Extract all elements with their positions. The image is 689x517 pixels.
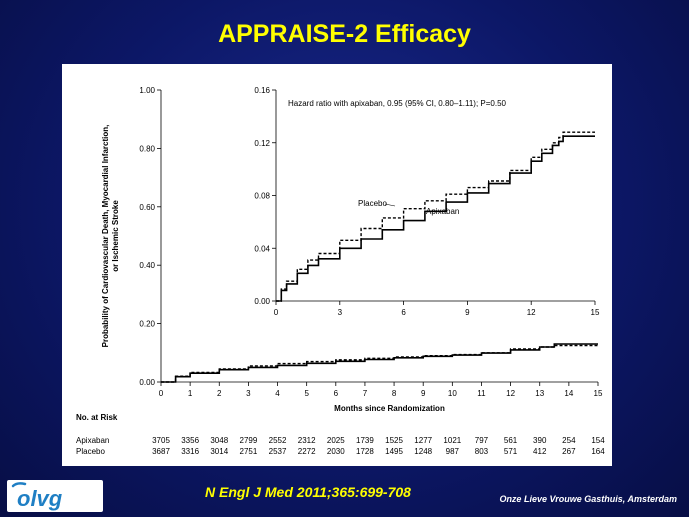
risk-table-value: 2312 xyxy=(298,436,316,445)
main-x-tick-label: 2 xyxy=(217,389,222,398)
risk-table-value: 267 xyxy=(562,447,576,456)
main-y-axis-label-line: Probability of Cardiovascular Death, Myo… xyxy=(101,125,110,348)
risk-table-value: 1495 xyxy=(385,447,403,456)
main-y-axis-label-line: or Ischemic Stroke xyxy=(111,200,120,272)
main-x-tick-label: 4 xyxy=(275,389,280,398)
main-x-axis-label: Months since Randomization xyxy=(334,404,445,413)
main-x-tick-label: 8 xyxy=(392,389,397,398)
risk-table-value: 412 xyxy=(533,447,547,456)
inset-x-tick-label: 12 xyxy=(527,308,536,317)
risk-table-value: 2751 xyxy=(240,447,258,456)
main-x-tick-label: 3 xyxy=(246,389,251,398)
risk-table-value: 561 xyxy=(504,436,518,445)
main-x-tick-label: 10 xyxy=(448,389,457,398)
risk-table-value: 1248 xyxy=(414,447,432,456)
risk-table-value: 154 xyxy=(591,436,605,445)
main-y-tick-label: 0.00 xyxy=(139,378,155,387)
inset-x-tick-label: 15 xyxy=(591,308,600,317)
risk-table-value: 2030 xyxy=(327,447,345,456)
risk-table-value: 3705 xyxy=(152,436,170,445)
risk-table-value: 571 xyxy=(504,447,518,456)
km-chart: 0.000.200.400.600.801.000 1 2 3 4 5 6 7 8 9 10 11 12… xyxy=(76,86,605,456)
olvg-logo: olvg xyxy=(7,480,103,512)
hazard-ratio-annotation: Hazard ratio with apixaban, 0.95 (95% CI… xyxy=(288,99,507,108)
inset-label-apixaban: Apixaban xyxy=(426,207,459,216)
risk-table-row-label: Apixaban xyxy=(76,436,109,445)
risk-table-value: 1728 xyxy=(356,447,374,456)
inset-y-tick-label: 0.16 xyxy=(254,86,270,95)
figure-panel: 0.00 0.20 0.40 0.60 0.80 1.00 0 1 2 3 4 5 6 7 8 9 10 11 12… xyxy=(62,64,612,466)
risk-table-value: 390 xyxy=(533,436,547,445)
risk-table-value: 987 xyxy=(446,447,460,456)
inset-x-tick-label: 9 xyxy=(465,308,470,317)
olvg-logo-mark: olvg xyxy=(11,482,63,511)
main-x-tick-label: 11 xyxy=(477,389,486,398)
main-x-tick-label: 14 xyxy=(564,389,573,398)
hospital-credit: Onze Lieve Vrouwe Gasthuis, Amsterdam xyxy=(499,494,677,504)
risk-table-value: 3014 xyxy=(210,447,228,456)
risk-table-value: 797 xyxy=(475,436,489,445)
main-y-tick-label: 0.40 xyxy=(139,261,155,270)
risk-table-value: 3356 xyxy=(181,436,199,445)
main-y-tick-label: 0.80 xyxy=(139,144,155,153)
risk-table-value: 3687 xyxy=(152,447,170,456)
risk-table-title: No. at Risk xyxy=(76,413,118,422)
inset-label-placebo: Placebo xyxy=(358,199,387,208)
main-x-tick-label: 5 xyxy=(304,389,309,398)
inset-series-placebo xyxy=(276,131,595,302)
risk-table-value: 1739 xyxy=(356,436,374,445)
main-y-tick-label: 1.00 xyxy=(139,86,155,95)
main-x-tick-label: 12 xyxy=(506,389,515,398)
main-x-tick-label: 15 xyxy=(594,389,603,398)
main-x-tick-label: 7 xyxy=(363,389,368,398)
inset-x-tick-label: 6 xyxy=(401,308,406,317)
inset-y-tick-label: 0.08 xyxy=(254,192,270,201)
risk-table-value: 2537 xyxy=(269,447,287,456)
risk-table-value: 3316 xyxy=(181,447,199,456)
risk-table-value: 164 xyxy=(591,447,605,456)
risk-table-value: 254 xyxy=(562,436,576,445)
inset-label-placebo-pointer xyxy=(384,203,396,207)
main-x-tick-label: 9 xyxy=(421,389,426,398)
main-y-tick-label: 0.60 xyxy=(139,203,155,212)
risk-table-value: 2272 xyxy=(298,447,316,456)
logo-text: olvg xyxy=(17,486,63,511)
main-series-apixaban xyxy=(161,343,598,383)
risk-table-value: 1525 xyxy=(385,436,403,445)
risk-table-value: 3048 xyxy=(210,436,228,445)
inset-x-tick-label: 0 xyxy=(274,308,279,317)
citation: N Engl J Med 2011;365:699-708 xyxy=(205,484,411,500)
risk-table-value: 803 xyxy=(475,447,489,456)
risk-table-value: 2552 xyxy=(269,436,287,445)
risk-table-value: 2799 xyxy=(240,436,258,445)
inset-x-tick-label: 3 xyxy=(338,308,343,317)
inset-series-apixaban xyxy=(276,135,595,302)
risk-table-value: 1277 xyxy=(414,436,432,445)
main-x-tick-label: 13 xyxy=(535,389,544,398)
inset-y-tick-label: 0.00 xyxy=(254,297,270,306)
main-x-tick-label: 6 xyxy=(334,389,339,398)
slide-title: APPRAISE-2 Efficacy xyxy=(218,20,471,48)
main-series-placebo xyxy=(161,344,598,383)
main-x-tick-label: 1 xyxy=(188,389,193,398)
inset-y-tick-label: 0.12 xyxy=(254,139,270,148)
main-y-tick-label: 0.20 xyxy=(139,320,155,329)
inset-y-tick-label: 0.04 xyxy=(254,244,270,253)
main-y-axis-label: Probability of Cardiovascular Death, Myo… xyxy=(101,125,120,348)
main-x-tick-label: 0 xyxy=(159,389,164,398)
risk-table-value: 2025 xyxy=(327,436,345,445)
risk-table-row-label: Placebo xyxy=(76,447,105,456)
risk-table-value: 1021 xyxy=(443,436,461,445)
